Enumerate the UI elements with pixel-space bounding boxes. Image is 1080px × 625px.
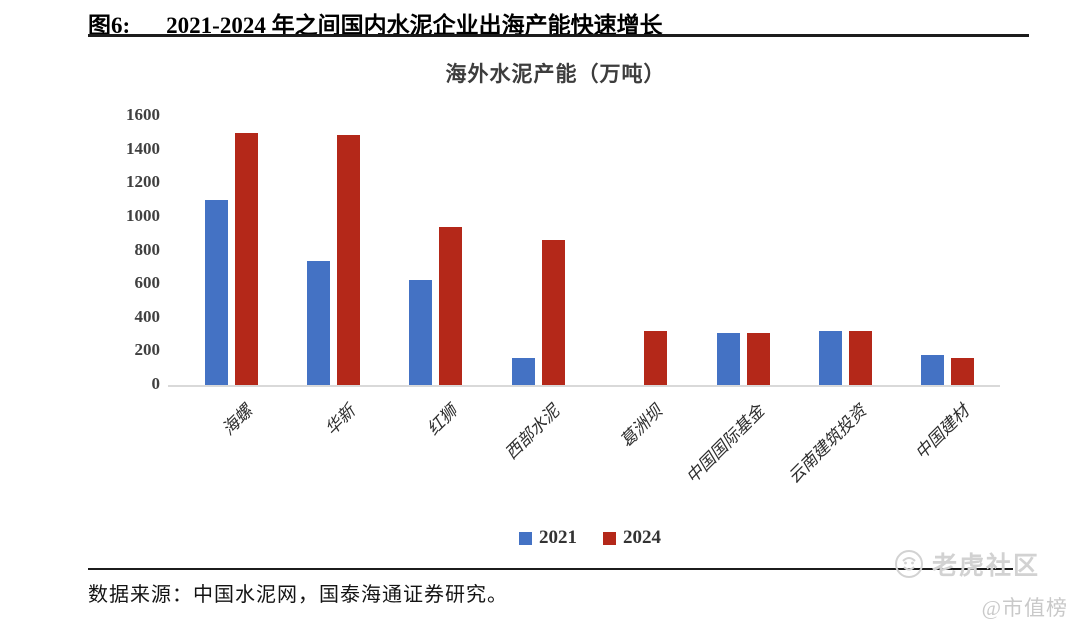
- legend-swatch-icon: [519, 531, 532, 545]
- y-tick-label: 1000: [126, 205, 160, 225]
- bar-group-2: [307, 116, 361, 385]
- watermark-community-name: 老虎社区: [931, 553, 1040, 580]
- bar-group-6: [716, 116, 770, 385]
- legend-item-2021: 2021: [519, 527, 577, 549]
- x-axis-line: [168, 385, 1000, 387]
- y-tick-label: 800: [134, 239, 161, 259]
- chart-title: 海外水泥产能（万吨）: [445, 62, 666, 86]
- bar-2024-华新: [337, 134, 361, 385]
- bar-2021-云南建筑投资: [818, 331, 842, 385]
- bar-2024-海螺: [234, 132, 258, 385]
- chart-legend: 2021 2024: [180, 527, 1000, 549]
- y-tick-label: 400: [134, 306, 161, 326]
- y-tick-label: 0: [151, 374, 161, 393]
- bar-group-8: [921, 116, 975, 385]
- y-tick-label: 600: [134, 273, 161, 293]
- footer-divider: [88, 568, 1013, 570]
- bar-group-1: [204, 116, 258, 385]
- y-tick-label: 200: [134, 340, 161, 360]
- bar-2024-红狮: [439, 226, 463, 385]
- legend-label: 2021: [539, 527, 577, 548]
- figure-number: 图6:: [88, 13, 131, 38]
- bar-2021-红狮: [409, 279, 433, 385]
- title-divider: [88, 34, 1029, 37]
- legend-item-2024: 2024: [603, 527, 661, 549]
- bar-2021-海螺: [204, 200, 228, 385]
- legend-swatch-icon: [603, 531, 616, 545]
- bar-2021-西部水泥: [511, 358, 535, 385]
- bar-2024-中国国际基金: [746, 332, 770, 385]
- y-tick-label: 1200: [126, 172, 160, 192]
- figure-title: 2021-2024 年之间国内水泥企业出海产能快速增长: [166, 13, 663, 38]
- bar-2024-云南建筑投资: [848, 331, 872, 385]
- watermark-handle: @市值榜: [981, 596, 1068, 620]
- bar-group-7: [818, 116, 872, 385]
- bar-2024-中国建材: [951, 358, 975, 385]
- community-watermark: 老虎社区: [894, 546, 1040, 582]
- bar-group-5: [614, 116, 668, 385]
- legend-label: 2024: [623, 527, 661, 548]
- figure-header: 图6: 2021-2024 年之间国内水泥企业出海产能快速增长: [88, 6, 1029, 40]
- data-source-note: 数据来源：中国水泥网，国泰海通证券研究。: [88, 584, 508, 606]
- bar-2021-中国建材: [921, 354, 945, 385]
- y-tick-label: 1600: [126, 105, 160, 124]
- bar-2024-西部水泥: [541, 240, 565, 385]
- bar-2021-中国国际基金: [716, 332, 740, 385]
- bar-2021-华新: [307, 260, 331, 385]
- bar-group-4: [511, 116, 565, 385]
- bar-2024-葛洲坝: [644, 331, 668, 385]
- y-tick-label: 1400: [126, 138, 160, 158]
- tiger-logo-icon: [894, 550, 923, 578]
- bar-group-3: [409, 116, 463, 385]
